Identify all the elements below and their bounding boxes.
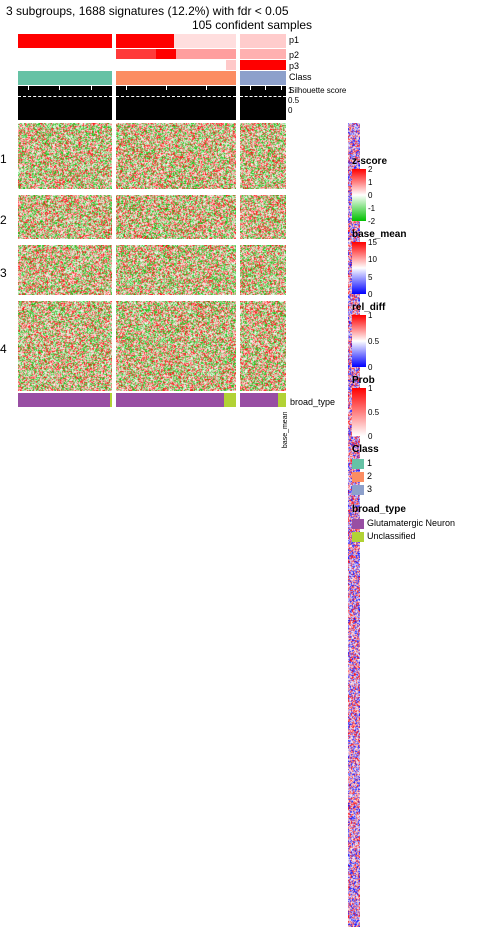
legend-area: z-score210-1-2 base_mean151050 rel_diff10.… [352,156,504,551]
legend-rel_diff: rel_diff10.50 [352,302,406,367]
annot-p3 [18,60,286,70]
legend-prob: Prob10.50 [352,375,455,436]
broad-type-band [18,393,286,407]
silhouette-panel [240,86,286,120]
side-rel_diff [348,659,360,927]
annot-label: p1 [289,34,346,49]
row-label: 2 [0,195,18,245]
heatmap-panel [240,195,286,239]
heatmap-panel [18,123,112,189]
heatmap-panel [240,123,286,189]
row-label: 3 [0,245,18,301]
row-group-labels: 1234 [0,34,18,123]
heatmap-panel [240,301,286,391]
heatmap-panel [116,301,236,391]
row-label: 4 [0,301,18,397]
legend-broad: broad_typeGlutamatergic NeuronUnclassifi… [352,504,455,543]
annot-label: p2 [289,49,346,60]
broad-type-label: broad_type [290,397,335,407]
legend-class: Class123 [352,444,455,496]
annot-Class [18,71,286,85]
annot-label: p3 [289,60,346,71]
heatmap-panel [116,195,236,239]
annot-p2 [18,49,286,59]
silhouette-panel [116,86,236,120]
subtitle: 105 confident samples [0,18,504,34]
heatmap-panel [116,245,236,295]
silhouette-panel [18,86,112,120]
annot-label: Class [289,71,346,86]
annot-p1 [18,34,286,48]
heatmap-area: 10.50base_mean [18,34,286,927]
row-label: 1 [0,123,18,195]
annotation-labels: p1p2p3ClassSilhouette score [289,34,346,927]
title: 3 subgroups, 1688 signatures (12.2%) wit… [0,0,504,18]
heatmap-panel [116,123,236,189]
heatmap-panel [18,301,112,391]
heatmap-panel [240,245,286,295]
legend-zscore: z-score210-1-2 [352,156,406,221]
legend-base_mean: base_mean151050 [352,229,406,294]
heatmap-panel [18,195,112,239]
heatmap-panel [18,245,112,295]
